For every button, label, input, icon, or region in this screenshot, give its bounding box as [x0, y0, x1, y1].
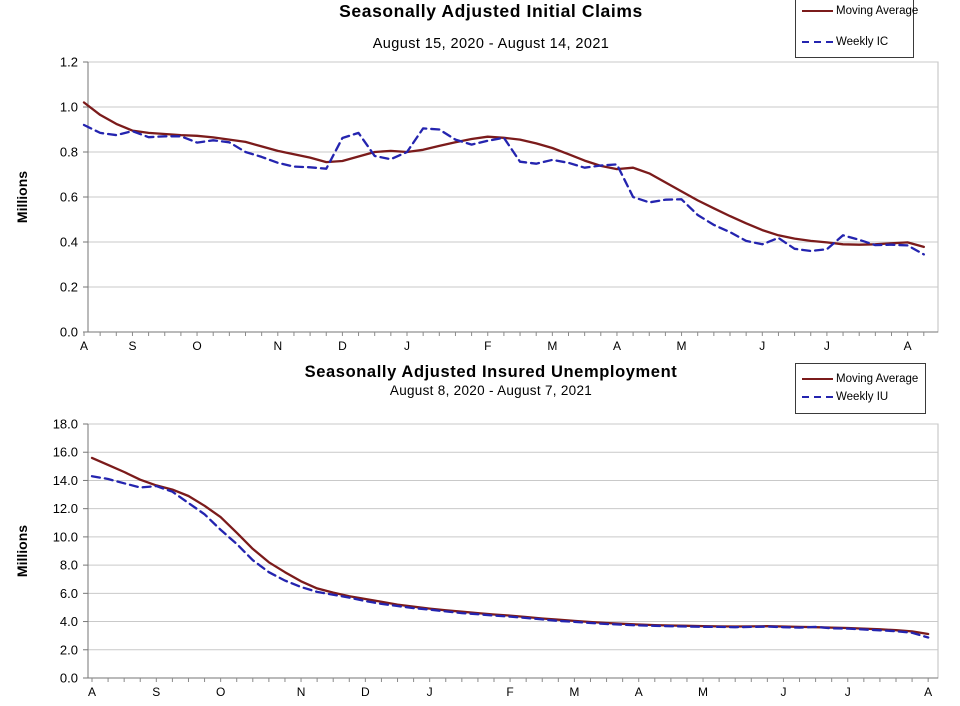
legend-label: Moving Average [836, 373, 919, 385]
y-tick-label: 14.0 [53, 473, 78, 488]
x-month-label: F [484, 339, 491, 353]
legend-label: Moving Average [836, 5, 919, 17]
plot-area [87, 423, 939, 679]
x-month-label: D [338, 339, 347, 353]
legend-row-weekly-iu: Weekly IU [802, 391, 919, 403]
x-month-label: A [88, 685, 96, 699]
y-axis-title: Millions [14, 525, 30, 577]
x-month-label: J [780, 685, 786, 699]
x-month-label: A [924, 685, 932, 699]
x-month-label: M [569, 685, 579, 699]
x-month-label: O [216, 685, 225, 699]
y-tick-label: 16.0 [53, 445, 78, 460]
x-month-label: F [506, 685, 513, 699]
insured-unemployment-legend: Moving Average Weekly IU [795, 363, 926, 414]
moving-average-line-swatch [802, 10, 833, 12]
y-tick-label: 0.8 [60, 145, 78, 160]
y-tick-label: 1.2 [60, 55, 78, 70]
legend-label: Weekly IU [836, 391, 889, 403]
x-month-label: J [824, 339, 830, 353]
x-month-label: N [273, 339, 282, 353]
moving-average-line [90, 456, 930, 636]
weekly-ic-line [82, 123, 925, 256]
x-month-label: S [152, 685, 160, 699]
x-month-label: J [427, 685, 433, 699]
y-tick-label: 6.0 [60, 586, 78, 601]
x-month-label: J [759, 339, 765, 353]
x-month-label: A [904, 339, 912, 353]
x-month-label: O [192, 339, 201, 353]
legend-row-moving-average: Moving Average [802, 373, 919, 385]
y-tick-label: 0.0 [60, 325, 78, 340]
x-month-label: M [698, 685, 708, 699]
y-tick-label: 4.0 [60, 614, 78, 629]
y-axis-title: Millions [14, 171, 30, 223]
weekly-iu-line-swatch [802, 396, 833, 398]
y-tick-label: 10.0 [53, 529, 78, 544]
x-month-label: J [404, 339, 410, 353]
y-tick-label: 0.6 [60, 190, 78, 205]
insured-unemployment-title: Seasonally Adjusted Insured Unemployment [304, 363, 678, 381]
initial-claims-legend: Moving Average Weekly IC [795, 0, 918, 58]
y-tick-label: 8.0 [60, 558, 78, 573]
legend-label: Weekly IC [836, 36, 889, 48]
initial-claims-title: Seasonally Adjusted Initial Claims [339, 1, 643, 21]
moving-average-line-swatch [802, 378, 833, 380]
weekly-iu-line [90, 475, 930, 639]
y-tick-label: 0.2 [60, 280, 78, 295]
moving-average-line [82, 101, 925, 249]
x-month-label: J [845, 685, 851, 699]
legend-row-weekly-ic: Weekly IC [802, 36, 907, 48]
x-month-label: M [677, 339, 687, 353]
x-month-label: M [547, 339, 557, 353]
legend-row-moving-average: Moving Average [802, 5, 918, 17]
x-month-label: A [80, 339, 88, 353]
x-month-label: D [361, 685, 370, 699]
y-tick-label: 18.0 [53, 417, 78, 432]
x-month-label: A [613, 339, 621, 353]
x-month-label: A [635, 685, 643, 699]
y-tick-label: 1.0 [60, 100, 78, 115]
y-tick-label: 12.0 [53, 501, 78, 516]
insured-unemployment-subtitle: August 8, 2020 - August 7, 2021 [389, 383, 593, 398]
y-tick-label: 2.0 [60, 642, 78, 657]
x-month-label: S [128, 339, 136, 353]
x-month-label: N [297, 685, 306, 699]
y-tick-label: 0.4 [60, 235, 78, 250]
y-tick-label: 0.0 [60, 671, 78, 686]
initial-claims-subtitle: August 15, 2020 - August 14, 2021 [372, 36, 610, 52]
weekly-ic-line-swatch [802, 41, 833, 43]
